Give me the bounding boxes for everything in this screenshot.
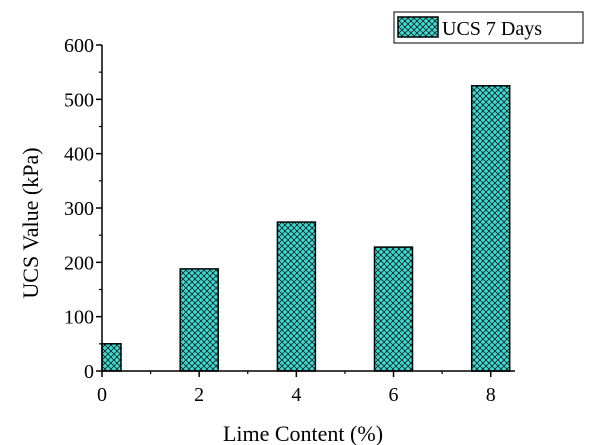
x-tick-label: 2 — [194, 384, 204, 406]
x-tick-label: 0 — [97, 384, 107, 406]
y-tick-label: 0 — [84, 361, 94, 383]
y-tick-label: 200 — [64, 252, 94, 274]
x-axis-label: Lime Content (%) — [223, 421, 383, 445]
bar-x-6 — [373, 246, 414, 372]
y-tick-label: 100 — [64, 307, 94, 329]
x-tick-label: 6 — [389, 384, 399, 406]
x-tick-label: 8 — [486, 384, 496, 406]
y-tick-label: 600 — [64, 35, 94, 57]
legend: UCS 7 Days — [393, 11, 584, 44]
bar-x-0 — [101, 343, 122, 372]
y-tick-label: 400 — [64, 144, 94, 166]
x-tick-label: 4 — [291, 384, 301, 406]
ticks-group: 0 100 200 300 400 500 600 0 2 4 6 8 — [64, 35, 496, 406]
y-axis-label: UCS Value (kPa) — [18, 147, 43, 298]
y-tick-label: 300 — [64, 198, 94, 220]
bar-x-4 — [276, 221, 317, 372]
bars-group — [101, 85, 511, 372]
y-tick-label: 500 — [64, 89, 94, 111]
legend-label: UCS 7 Days — [442, 18, 542, 40]
bar-x-8 — [470, 85, 511, 372]
legend-swatch — [397, 16, 439, 38]
bar-x-2 — [179, 268, 219, 372]
